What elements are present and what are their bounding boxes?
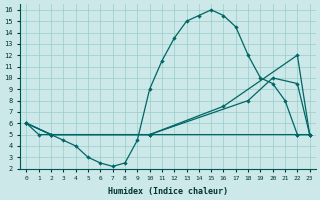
X-axis label: Humidex (Indice chaleur): Humidex (Indice chaleur) <box>108 187 228 196</box>
